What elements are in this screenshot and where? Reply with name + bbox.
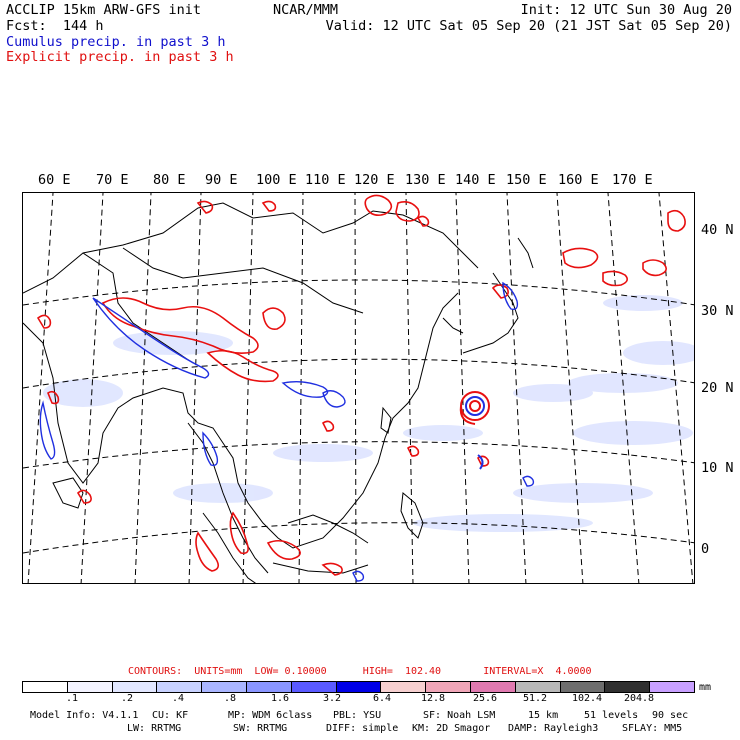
- coastlines: [23, 202, 534, 583]
- lon-label: 80 E: [153, 172, 186, 188]
- center-label: NCAR/MMM: [273, 2, 339, 18]
- colorbar-swatch: [112, 682, 158, 692]
- colorbar-tick: 102.4: [571, 693, 603, 704]
- model-info: Model Info: V4.1.1: [30, 710, 139, 721]
- km-scheme: KM: 2D Smagor: [412, 723, 491, 734]
- sf-scheme: SF: Noah LSM: [423, 710, 496, 721]
- lon-label: 60 E: [38, 172, 71, 188]
- colorbar-tick: .2: [120, 693, 134, 704]
- lat-label: 10 N: [701, 460, 734, 476]
- explicit-precip: [36, 194, 686, 576]
- sw-scheme: SW: RRTMG: [233, 723, 288, 734]
- colorbar-swatch: [426, 682, 471, 692]
- lat-label: 40 N: [701, 222, 734, 238]
- lon-label: 170 E: [612, 172, 653, 188]
- colorbar-tick: .8: [223, 693, 237, 704]
- lon-label: 130 E: [405, 172, 446, 188]
- colorbar-tick: .4: [171, 693, 185, 704]
- valid-time: Valid: 12 UTC Sat 05 Sep 20 (21 JST Sat …: [325, 18, 732, 34]
- legend-explicit: Explicit precip. in past 3 h: [6, 49, 234, 65]
- mp-scheme: MP: WDM 6class: [228, 710, 313, 721]
- colorbar-tick: 204.8: [623, 693, 655, 704]
- lon-label: 70 E: [96, 172, 129, 188]
- cu-scheme: CU: KF: [152, 710, 189, 721]
- lat-label: 30 N: [701, 303, 734, 319]
- contours-info: CONTOURS: UNITS=mm LOW= 0.10000 HIGH= 10…: [128, 666, 592, 677]
- lon-label: 160 E: [558, 172, 599, 188]
- colorbar-swatch: [605, 682, 651, 692]
- pbl-scheme: PBL: YSU: [333, 710, 382, 721]
- colorbar-swatch: [336, 682, 382, 692]
- colorbar-tick: 1.6: [270, 693, 290, 704]
- lon-label: 90 E: [205, 172, 238, 188]
- map-canvas: [23, 193, 694, 583]
- lw-scheme: LW: RRTMG: [127, 723, 182, 734]
- colorbar-swatch: [202, 682, 247, 692]
- lat-label: 20 N: [701, 380, 734, 396]
- colorbar-tick: 25.6: [472, 693, 498, 704]
- colorbar-swatch: [246, 682, 292, 692]
- colorbar: [22, 681, 695, 693]
- colorbar-tick: .1: [65, 693, 79, 704]
- model-title: ACCLIP 15km ARW-GFS init: [6, 2, 202, 18]
- colorbar-tick: 51.2: [522, 693, 548, 704]
- damp-scheme: DAMP: Rayleigh3: [508, 723, 599, 734]
- colorbar-swatch: [381, 682, 427, 692]
- colorbar-swatch: [67, 682, 113, 692]
- colorbar-swatch: [650, 682, 694, 692]
- colorbar-swatch: [157, 682, 203, 692]
- cumulus-precip: [39, 281, 535, 582]
- precip-map: [22, 192, 695, 584]
- colorbar-tick: 12.8: [420, 693, 446, 704]
- colorbar-tick: 6.4: [372, 693, 392, 704]
- colorbar-swatch: [291, 682, 337, 692]
- colorbar-swatch: [470, 682, 516, 692]
- diff-scheme: DIFF: simple: [326, 723, 399, 734]
- lon-label: 150 E: [506, 172, 547, 188]
- colorbar-swatch: [23, 682, 68, 692]
- legend-cumulus: Cumulus precip. in past 3 h: [6, 34, 226, 50]
- colorbar-swatch: [560, 682, 606, 692]
- colorbar-tick: 3.2: [322, 693, 342, 704]
- forecast-hour: Fcst: 144 h: [6, 18, 104, 34]
- lat-label: 0: [701, 541, 710, 557]
- lon-label: 110 E: [305, 172, 346, 188]
- lon-label: 140 E: [455, 172, 496, 188]
- resolution: 15 km: [528, 710, 559, 721]
- timestep: 90 sec: [652, 710, 689, 721]
- levels: 51 levels: [584, 710, 639, 721]
- colorbar-swatch: [515, 682, 561, 692]
- lon-label: 100 E: [256, 172, 297, 188]
- colorbar-unit: mm: [699, 682, 712, 693]
- lon-label: 120 E: [354, 172, 395, 188]
- typhoon: [459, 391, 490, 470]
- init-time: Init: 12 UTC Sun 30 Aug 20: [520, 2, 732, 18]
- graticule: [23, 193, 694, 583]
- sflay-scheme: SFLAY: MM5: [622, 723, 683, 734]
